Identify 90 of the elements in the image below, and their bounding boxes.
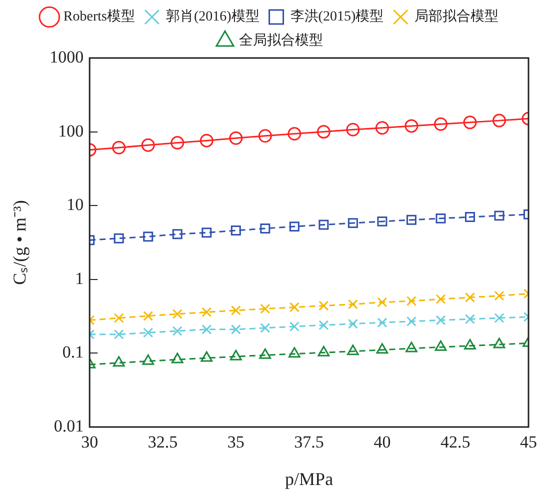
point xyxy=(375,121,389,135)
point xyxy=(143,232,154,242)
point xyxy=(258,129,272,143)
point xyxy=(141,138,155,152)
point xyxy=(172,229,182,240)
point xyxy=(112,356,125,367)
point xyxy=(114,329,124,340)
point xyxy=(288,127,302,141)
point xyxy=(230,324,241,334)
point xyxy=(143,328,154,338)
point xyxy=(404,119,418,133)
point xyxy=(288,347,300,358)
point xyxy=(406,214,416,225)
y-tick-label: 0.1 xyxy=(62,342,84,362)
point xyxy=(464,339,476,350)
point xyxy=(230,225,241,236)
point xyxy=(230,350,242,360)
point xyxy=(494,312,504,323)
point xyxy=(318,300,329,311)
point xyxy=(406,296,416,306)
point xyxy=(289,222,300,232)
point xyxy=(346,122,360,136)
point xyxy=(260,322,270,333)
point xyxy=(348,218,358,228)
x-tick-label: 40 xyxy=(374,432,391,452)
point xyxy=(494,290,504,301)
x-tick-label: 32.5 xyxy=(148,432,178,452)
x-tick-label: 42.5 xyxy=(440,432,470,452)
point xyxy=(436,213,446,224)
point xyxy=(494,210,504,221)
point xyxy=(406,316,416,326)
legend-label: 局部拟合模型 xyxy=(414,8,499,25)
point xyxy=(463,116,477,130)
point xyxy=(436,294,446,304)
point xyxy=(114,233,124,244)
x-tick-label: 37.5 xyxy=(294,432,324,452)
point xyxy=(436,315,446,326)
x-tick-label: 30 xyxy=(81,432,98,452)
point xyxy=(318,220,329,230)
x-axis-title: p/MPa xyxy=(285,468,334,489)
y-tick-label: 10 xyxy=(66,195,84,214)
point xyxy=(346,344,359,356)
legend-label: 李洪(2015)模型 xyxy=(290,8,384,25)
point xyxy=(230,305,241,316)
point xyxy=(172,308,182,319)
point xyxy=(434,117,448,131)
point xyxy=(318,346,330,356)
y-tick-label: 1 xyxy=(75,268,84,288)
point xyxy=(464,292,475,302)
point xyxy=(316,125,330,139)
point xyxy=(464,212,475,222)
point xyxy=(348,299,358,310)
point xyxy=(112,140,126,154)
point xyxy=(406,342,418,352)
point xyxy=(493,338,506,348)
point xyxy=(377,297,388,308)
point xyxy=(202,307,212,318)
point xyxy=(172,326,182,336)
point xyxy=(289,322,300,332)
point xyxy=(376,343,388,354)
legend-label: 全局拟合模型 xyxy=(239,32,323,49)
point xyxy=(143,310,154,321)
point xyxy=(289,302,300,312)
point xyxy=(142,354,154,365)
point xyxy=(202,228,212,238)
legend-label: 郭肖(2016)模型 xyxy=(166,8,260,25)
point xyxy=(492,114,506,128)
point xyxy=(377,318,388,328)
legend-label: Roberts模型 xyxy=(63,8,135,25)
point xyxy=(260,304,270,314)
point xyxy=(260,223,270,234)
point xyxy=(434,340,447,351)
point xyxy=(202,324,212,334)
x-tick-label: 45 xyxy=(520,432,537,452)
point xyxy=(114,312,124,323)
point xyxy=(377,216,388,226)
point xyxy=(348,318,358,329)
point xyxy=(200,351,213,362)
point xyxy=(318,320,329,330)
point xyxy=(259,348,272,359)
point xyxy=(170,136,184,150)
y-axis-title: Cₛ/(g • m⁻³) xyxy=(10,200,30,285)
y-tick-label: 0.01 xyxy=(54,416,84,436)
y-tick-label: 1000 xyxy=(50,47,84,66)
y-tick-label: 100 xyxy=(58,121,84,140)
point xyxy=(229,131,243,145)
point xyxy=(171,352,184,364)
x-tick-label: 35 xyxy=(227,432,244,452)
point xyxy=(464,314,475,324)
point xyxy=(200,134,214,148)
